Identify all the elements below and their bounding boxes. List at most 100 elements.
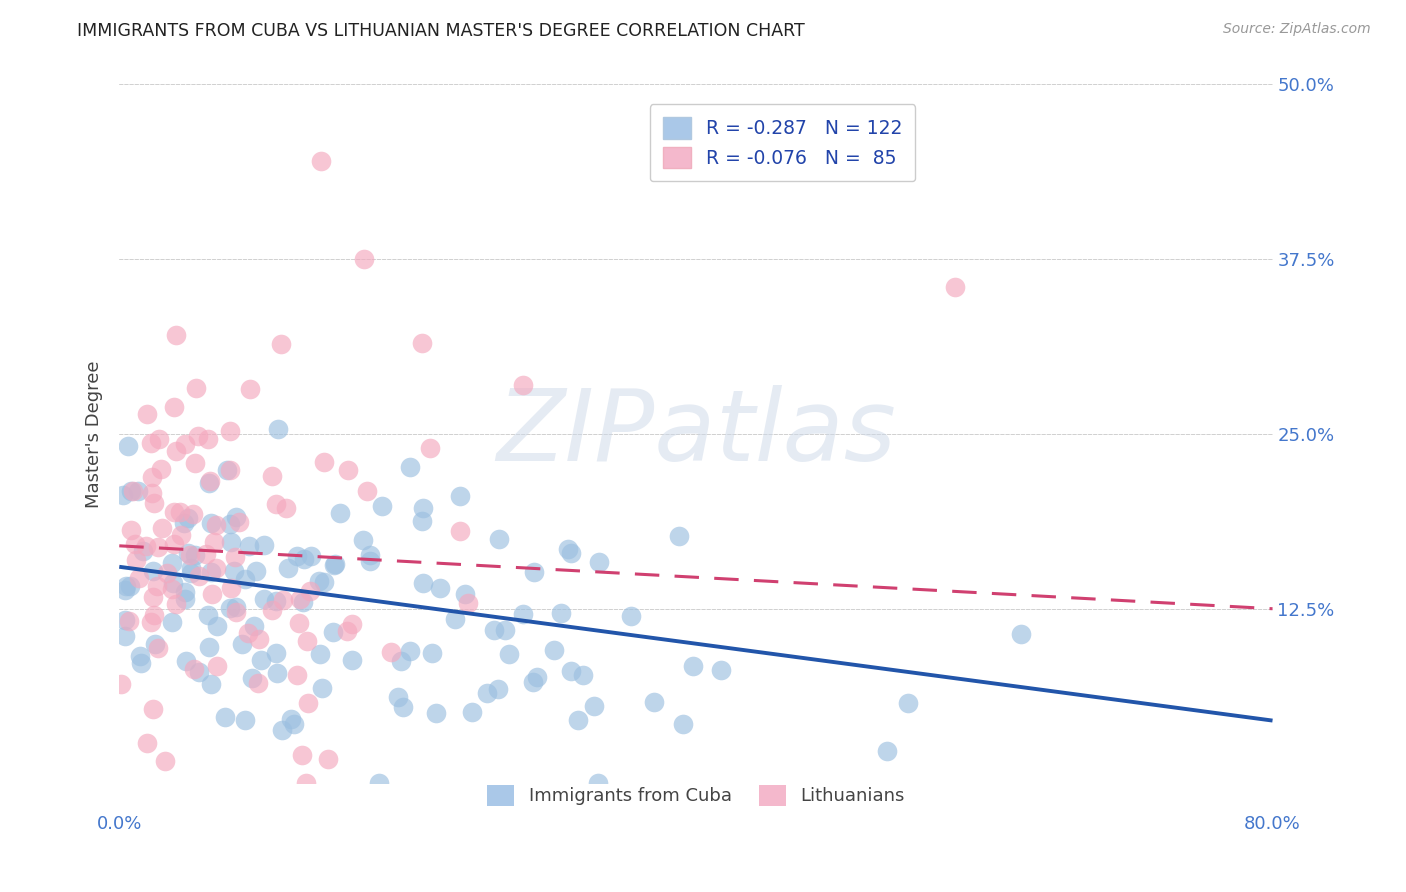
Point: [449, 489, 471, 503]
Point: [198, 474, 221, 488]
Point: [118, 579, 141, 593]
Point: [392, 700, 415, 714]
Point: [142, 702, 165, 716]
Point: [187, 569, 209, 583]
Point: [340, 617, 363, 632]
Point: [557, 541, 579, 556]
Text: ZIPatlas: ZIPatlas: [496, 385, 896, 483]
Point: [181, 507, 204, 521]
Point: [298, 584, 321, 599]
Point: [117, 614, 139, 628]
Point: [129, 648, 152, 663]
Point: [253, 538, 276, 552]
Point: [312, 575, 335, 590]
Point: [271, 723, 294, 737]
Point: [228, 515, 250, 529]
Point: [170, 527, 193, 541]
Point: [336, 624, 359, 638]
Point: [262, 468, 284, 483]
Point: [411, 336, 433, 351]
Point: [367, 776, 389, 790]
Point: [460, 705, 482, 719]
Point: [156, 566, 179, 580]
Point: [260, 603, 283, 617]
Point: [139, 436, 162, 450]
Point: [201, 587, 224, 601]
Point: [523, 566, 546, 580]
Point: [295, 776, 318, 790]
Point: [219, 463, 242, 477]
Point: [233, 713, 256, 727]
Point: [204, 517, 226, 532]
Point: [387, 690, 409, 705]
Point: [620, 608, 643, 623]
Point: [425, 706, 447, 720]
Point: [412, 575, 434, 590]
Point: [457, 597, 479, 611]
Point: [141, 485, 163, 500]
Point: [266, 666, 288, 681]
Point: [710, 664, 733, 678]
Point: [236, 626, 259, 640]
Point: [588, 555, 610, 569]
Legend: Immigrants from Cuba, Lithuanians: Immigrants from Cuba, Lithuanians: [479, 778, 912, 813]
Point: [129, 656, 152, 670]
Point: [682, 659, 704, 673]
Point: [477, 686, 499, 700]
Point: [135, 407, 157, 421]
Point: [205, 659, 228, 673]
Point: [250, 653, 273, 667]
Point: [309, 648, 332, 662]
Point: [672, 717, 695, 731]
Point: [412, 501, 434, 516]
Point: [142, 590, 165, 604]
Point: [247, 632, 270, 646]
Point: [359, 554, 381, 568]
Point: [240, 671, 263, 685]
Point: [184, 548, 207, 562]
Point: [173, 437, 195, 451]
Point: [876, 744, 898, 758]
Point: [264, 497, 287, 511]
Point: [219, 424, 242, 438]
Point: [174, 654, 197, 668]
Point: [398, 460, 420, 475]
Point: [380, 645, 402, 659]
Point: [124, 537, 146, 551]
Point: [197, 640, 219, 655]
Point: [142, 564, 165, 578]
Point: [280, 712, 302, 726]
Point: [429, 582, 451, 596]
Point: [139, 615, 162, 629]
Point: [399, 644, 422, 658]
Point: [163, 400, 186, 414]
Point: [945, 280, 967, 294]
Point: [292, 552, 315, 566]
Point: [285, 549, 308, 563]
Point: [205, 560, 228, 574]
Point: [264, 594, 287, 608]
Point: [120, 524, 142, 538]
Point: [136, 735, 159, 749]
Point: [180, 566, 202, 581]
Point: [112, 488, 135, 502]
Point: [145, 579, 167, 593]
Point: [560, 664, 582, 678]
Point: [285, 668, 308, 682]
Point: [219, 535, 242, 549]
Point: [288, 616, 311, 631]
Point: [197, 607, 219, 622]
Point: [291, 594, 314, 608]
Point: [214, 709, 236, 723]
Point: [165, 597, 187, 611]
Point: [169, 505, 191, 519]
Point: [194, 547, 217, 561]
Point: [1010, 627, 1032, 641]
Point: [187, 429, 209, 443]
Point: [235, 572, 257, 586]
Point: [668, 529, 690, 543]
Point: [202, 535, 225, 549]
Point: [353, 252, 375, 267]
Point: [148, 432, 170, 446]
Point: [160, 615, 183, 630]
